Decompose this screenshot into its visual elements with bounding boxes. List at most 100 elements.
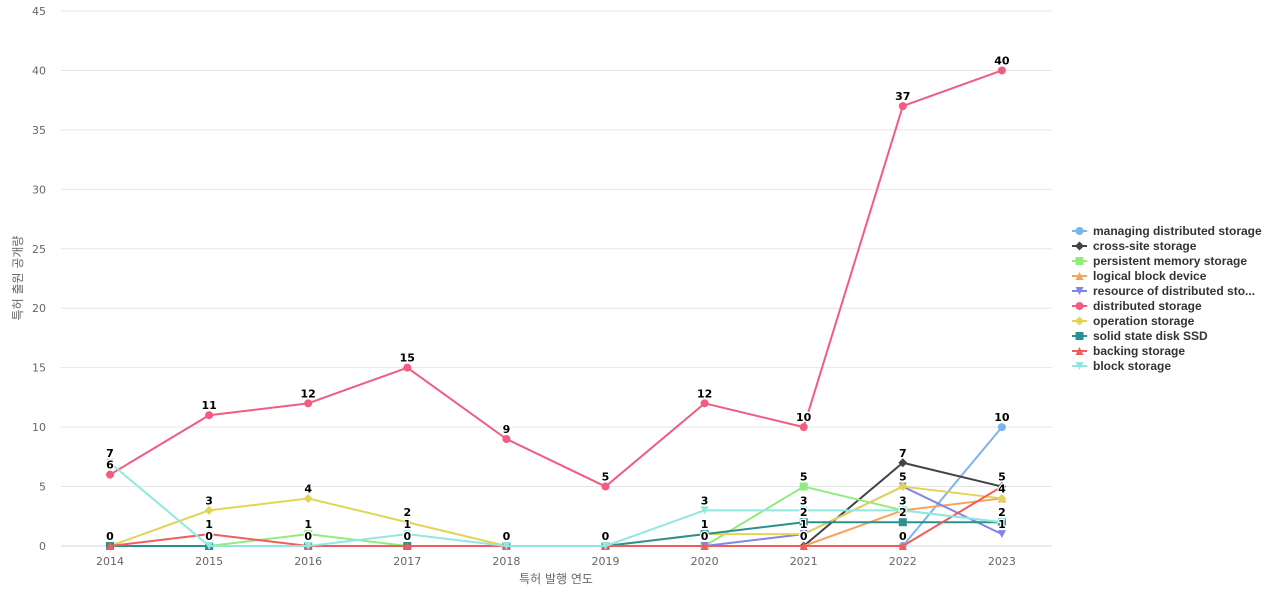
data-point[interactable] bbox=[898, 482, 908, 492]
series-backing-storage bbox=[106, 482, 1006, 550]
y-tick-label: 15 bbox=[32, 362, 46, 375]
data-point[interactable] bbox=[799, 423, 808, 432]
y-tick-label: 0 bbox=[39, 540, 46, 553]
legend-item[interactable]: backing storage bbox=[1072, 343, 1262, 358]
data-point[interactable] bbox=[700, 530, 709, 539]
x-tick-label: 2022 bbox=[889, 555, 917, 568]
legend-item[interactable]: logical block device bbox=[1072, 268, 1262, 283]
data-point[interactable] bbox=[502, 435, 511, 443]
y-tick-label: 45 bbox=[32, 5, 46, 18]
x-tick-label: 2019 bbox=[592, 555, 620, 568]
data-label: 4 bbox=[998, 482, 1006, 495]
data-label: 2 bbox=[998, 506, 1006, 519]
data-label: 6 bbox=[106, 459, 114, 472]
data-point[interactable] bbox=[898, 102, 907, 111]
legend-marker-icon bbox=[1072, 316, 1087, 325]
data-label: 0 bbox=[106, 530, 114, 543]
legend-marker-icon bbox=[1072, 361, 1087, 370]
data-point[interactable] bbox=[799, 542, 808, 550]
data-point[interactable] bbox=[304, 530, 313, 539]
data-label: 0 bbox=[800, 530, 808, 543]
data-point[interactable] bbox=[700, 506, 709, 515]
data-label: 1 bbox=[998, 518, 1006, 531]
data-point[interactable] bbox=[997, 493, 1007, 503]
data-point[interactable] bbox=[601, 542, 610, 550]
y-tick-label: 10 bbox=[32, 421, 46, 434]
legend-label: distributed storage bbox=[1093, 298, 1202, 313]
data-label: 0 bbox=[602, 530, 610, 543]
legend-label: backing storage bbox=[1093, 343, 1186, 358]
legend: managing distributed storage cross-site s… bbox=[1072, 223, 1262, 373]
data-point[interactable] bbox=[205, 530, 214, 539]
data-point[interactable] bbox=[997, 518, 1006, 527]
data-point[interactable] bbox=[502, 542, 511, 550]
data-label: 9 bbox=[503, 423, 511, 436]
data-point[interactable] bbox=[403, 363, 412, 372]
data-point[interactable] bbox=[799, 518, 808, 527]
data-point[interactable] bbox=[304, 399, 313, 408]
series-line bbox=[901, 426, 1003, 547]
data-label: 1 bbox=[403, 518, 411, 531]
legend-label: logical block device bbox=[1093, 268, 1207, 283]
data-label: 37 bbox=[895, 90, 910, 103]
legend-item[interactable]: distributed storage bbox=[1072, 298, 1262, 313]
data-point[interactable] bbox=[601, 482, 610, 491]
data-point[interactable] bbox=[205, 542, 214, 550]
data-point[interactable] bbox=[799, 506, 808, 515]
x-tick-label: 2018 bbox=[492, 555, 520, 568]
grid-lines bbox=[61, 10, 1052, 547]
data-label: 2 bbox=[800, 506, 808, 519]
legend-item[interactable]: persistent memory storage bbox=[1072, 253, 1262, 268]
data-label: 4 bbox=[304, 482, 312, 495]
x-axis-title: 특허 발행 연도 bbox=[519, 571, 593, 586]
legend-item[interactable]: cross-site storage bbox=[1072, 238, 1262, 253]
data-label: 5 bbox=[602, 471, 610, 484]
data-point[interactable] bbox=[898, 542, 907, 550]
data-point[interactable] bbox=[997, 423, 1006, 432]
data-point[interactable] bbox=[403, 542, 412, 550]
series-line bbox=[109, 69, 1003, 488]
data-point[interactable] bbox=[898, 518, 907, 527]
x-tick-label: 2017 bbox=[393, 555, 421, 568]
data-point[interactable] bbox=[997, 482, 1006, 491]
data-point[interactable] bbox=[700, 399, 709, 408]
legend-label: resource of distributed sto... bbox=[1093, 283, 1256, 298]
legend-item[interactable]: solid state disk SSD bbox=[1072, 328, 1262, 343]
data-point[interactable] bbox=[402, 517, 412, 527]
data-point[interactable] bbox=[106, 542, 114, 550]
legend-item[interactable]: resource of distributed sto... bbox=[1072, 283, 1262, 298]
data-point[interactable] bbox=[205, 411, 214, 420]
data-label: 2 bbox=[899, 506, 907, 519]
data-point[interactable] bbox=[997, 66, 1006, 75]
y-tick-label: 40 bbox=[32, 64, 46, 77]
y-tick-label: 30 bbox=[32, 183, 46, 196]
data-label: 10 bbox=[994, 411, 1010, 424]
data-point[interactable] bbox=[106, 470, 114, 479]
series-line bbox=[109, 485, 1003, 547]
legend-label: cross-site storage bbox=[1093, 238, 1197, 253]
data-label: 15 bbox=[400, 352, 415, 365]
data-point[interactable] bbox=[106, 458, 114, 467]
legend-item[interactable]: operation storage bbox=[1072, 313, 1262, 328]
data-label: 0 bbox=[899, 530, 907, 543]
data-label: 3 bbox=[701, 494, 709, 507]
data-point[interactable] bbox=[700, 542, 709, 550]
data-point[interactable] bbox=[303, 493, 313, 503]
data-point[interactable] bbox=[799, 482, 808, 491]
data-point[interactable] bbox=[898, 506, 907, 515]
legend-item[interactable]: block storage bbox=[1072, 358, 1262, 373]
series-block-storage bbox=[106, 458, 1006, 550]
data-point[interactable] bbox=[898, 458, 908, 468]
data-label: 12 bbox=[301, 387, 316, 400]
data-point[interactable] bbox=[799, 529, 809, 539]
data-point[interactable] bbox=[204, 505, 214, 515]
x-tick-label: 2015 bbox=[195, 555, 223, 568]
legend-marker-icon bbox=[1072, 256, 1087, 265]
data-label: 0 bbox=[503, 530, 511, 543]
data-point[interactable] bbox=[403, 530, 412, 539]
data-label: 1 bbox=[800, 518, 808, 531]
legend-item[interactable]: managing distributed storage bbox=[1072, 223, 1262, 238]
data-point[interactable] bbox=[997, 530, 1006, 539]
data-point[interactable] bbox=[304, 542, 313, 550]
